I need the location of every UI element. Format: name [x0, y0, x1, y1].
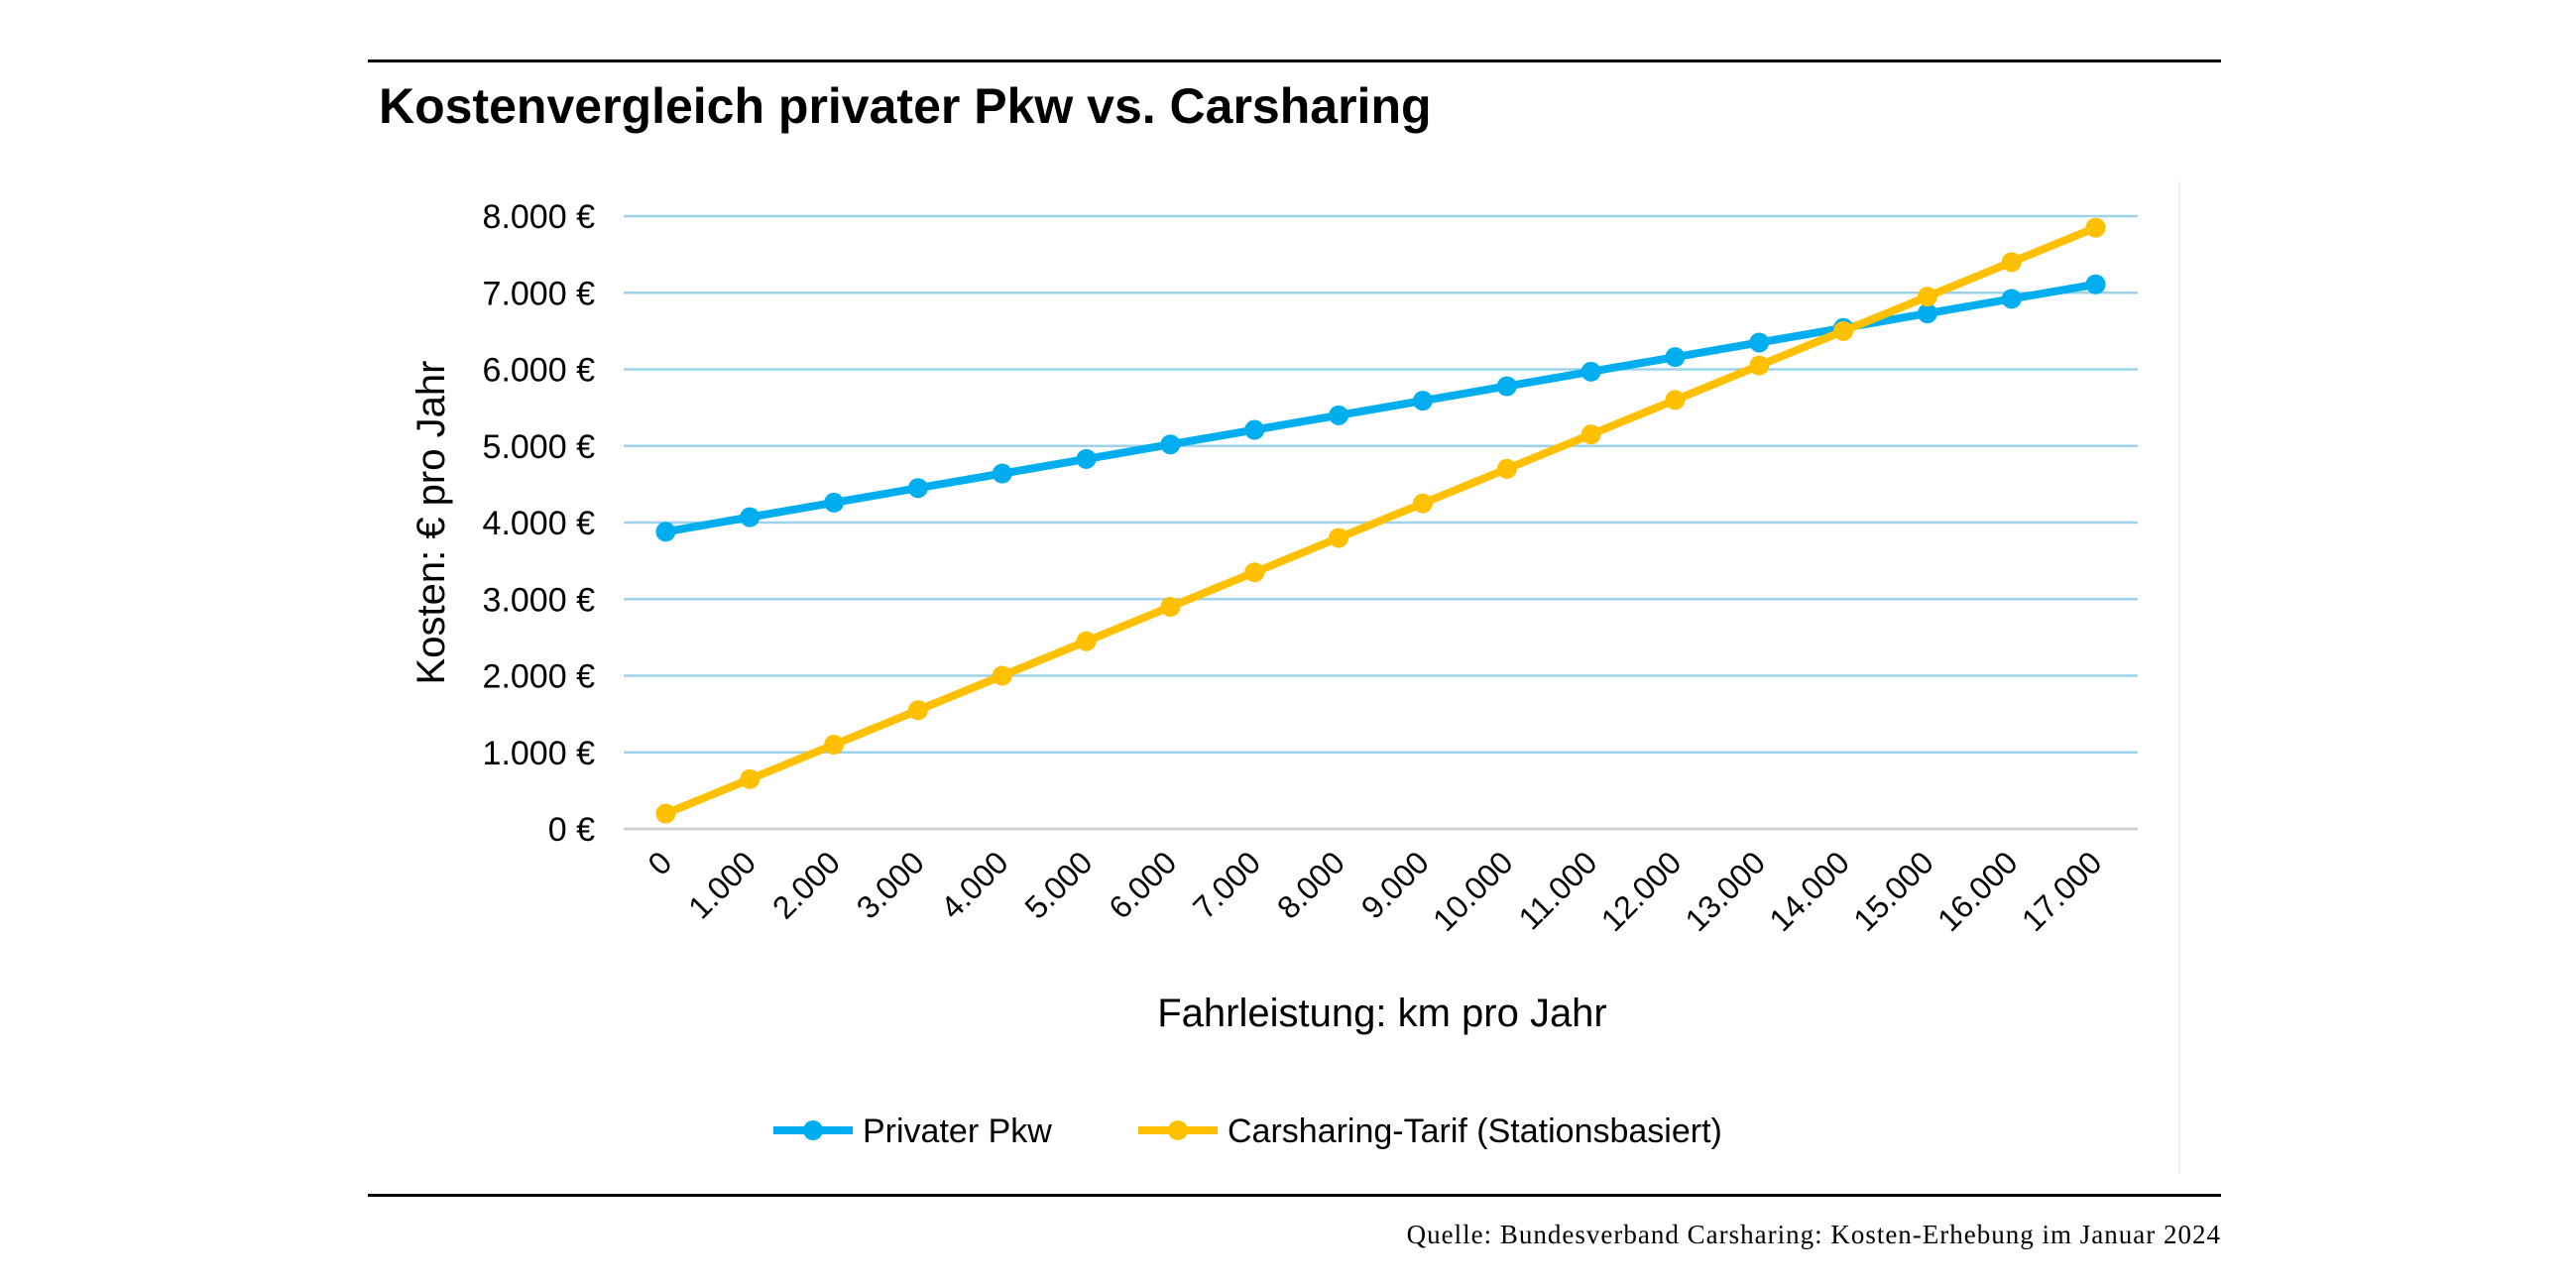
x-tick-label: 13.000	[1679, 844, 1773, 938]
x-tick-label: 0	[641, 844, 678, 881]
x-tick-label: 6.000	[1102, 844, 1183, 925]
data-point	[992, 463, 1012, 484]
y-tick-label: 0 €	[548, 811, 595, 849]
data-point	[740, 507, 761, 527]
x-tick-label: 3.000	[850, 844, 931, 925]
data-point	[1833, 320, 1854, 341]
x-tick-label: 12.000	[1594, 844, 1689, 938]
data-point	[1329, 405, 1349, 425]
data-point	[2001, 289, 2022, 309]
data-point	[1329, 527, 1349, 548]
data-point	[824, 735, 845, 756]
data-point	[1412, 391, 1433, 411]
y-tick-label: 7.000 €	[483, 275, 596, 312]
x-tick-label: 11.000	[1512, 844, 1604, 936]
series-line-1	[663, 223, 2098, 818]
data-point	[1917, 287, 1937, 307]
chart-title: Kostenvergleich privater Pkw vs. Carshar…	[379, 78, 1432, 134]
data-point	[824, 492, 845, 513]
data-point	[907, 478, 928, 499]
data-point	[1749, 332, 1770, 353]
x-tick-label: 10.000	[1426, 844, 1520, 938]
legend-marker	[803, 1120, 823, 1140]
data-point	[1244, 562, 1265, 583]
top-rule	[368, 59, 2221, 62]
data-point	[1160, 434, 1181, 455]
x-tick-label: 15.000	[1846, 844, 1940, 938]
data-point	[2001, 252, 2022, 273]
x-tick-label: 16.000	[1931, 844, 2025, 938]
x-tick-label: 5.000	[1017, 844, 1099, 925]
x-tick-label: 1.000	[681, 844, 762, 925]
data-point	[655, 803, 676, 824]
data-point	[1581, 361, 1601, 382]
y-tick-label: 2.000 €	[483, 658, 596, 696]
y-tick-label: 3.000 €	[483, 581, 596, 619]
data-point	[1244, 419, 1265, 440]
y-axis-title: Kosten: € pro Jahr	[410, 361, 453, 685]
data-point	[1581, 424, 1601, 445]
x-tick-label: 17.000	[2015, 844, 2109, 938]
x-tick-label: 2.000	[765, 844, 847, 925]
legend-label: Carsharing-Tarif (Stationsbasiert)	[1228, 1112, 1722, 1150]
x-tick-label: 8.000	[1270, 844, 1351, 925]
data-point	[740, 768, 761, 789]
data-point	[1665, 347, 1686, 368]
data-point	[1076, 448, 1097, 469]
x-tick-label: 14.000	[1762, 844, 1856, 938]
data-point	[1076, 631, 1097, 651]
data-point	[1160, 596, 1181, 617]
legend-label: Privater Pkw	[863, 1112, 1052, 1150]
bottom-rule	[368, 1194, 2221, 1197]
data-point	[1665, 390, 1686, 410]
x-tick-label: 9.000	[1354, 844, 1436, 925]
data-point	[655, 522, 676, 542]
data-point	[1917, 303, 1937, 324]
y-tick-label: 4.000 €	[483, 505, 596, 542]
y-tick-label: 5.000 €	[483, 428, 596, 466]
data-point	[992, 665, 1012, 686]
x-tick-label: 7.000	[1186, 844, 1267, 925]
data-point	[2085, 274, 2106, 294]
y-tick-label: 8.000 €	[483, 198, 596, 236]
y-tick-label: 6.000 €	[483, 352, 596, 390]
data-point	[2085, 217, 2106, 238]
data-point	[1412, 493, 1433, 514]
x-axis-title: Fahrleistung: km pro Jahr	[1157, 992, 1607, 1035]
data-point	[907, 700, 928, 721]
data-point	[1496, 376, 1517, 397]
data-point	[1749, 355, 1770, 376]
series-line-0	[664, 280, 2097, 536]
x-tick-label: 4.000	[934, 844, 1015, 925]
data-point	[1496, 458, 1517, 479]
legend-marker	[1168, 1120, 1188, 1140]
y-tick-label: 1.000 €	[483, 735, 596, 772]
source-note: Quelle: Bundesverband Carsharing: Kosten…	[1406, 1220, 2221, 1249]
